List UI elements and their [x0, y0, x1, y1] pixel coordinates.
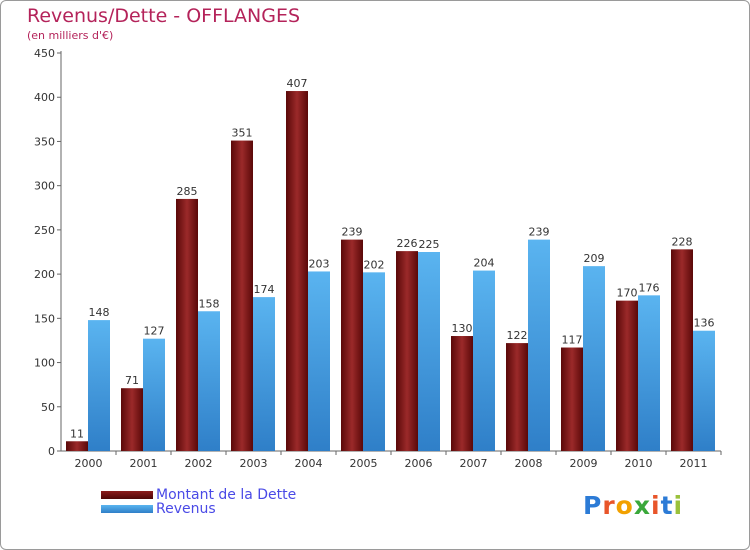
data-label-debt: 122 [507, 329, 528, 342]
bar-revenus [528, 239, 550, 451]
axis-layer: 0 50 100 150 200 250 300 350 400 450 2000 2001 2002 2… [34, 47, 722, 470]
data-label-debt: 285 [177, 185, 198, 198]
bar-debt [671, 249, 693, 451]
bar-revenus [583, 266, 605, 451]
bar-revenus [88, 320, 110, 451]
y-tick-label: 150 [34, 312, 55, 325]
bar-debt [121, 388, 143, 451]
bar-revenus [198, 311, 220, 451]
bar-revenus [638, 295, 660, 451]
data-label-revenus: 202 [364, 258, 385, 271]
bar-debt [176, 198, 198, 451]
logo-letter: P [583, 491, 603, 520]
x-tick-label: 2006 [405, 457, 433, 470]
data-label-debt: 228 [672, 235, 693, 248]
y-tick-label: 350 [34, 135, 55, 148]
bars-layer [66, 91, 715, 451]
x-tick-label: 2005 [350, 457, 378, 470]
x-tick-label: 2001 [130, 457, 158, 470]
y-tick-label: 250 [34, 224, 55, 237]
logo-letter: x [633, 491, 651, 520]
x-tick-label: 2008 [515, 457, 543, 470]
legend-label-revenus: Revenus [156, 501, 216, 517]
logo-letter: i [673, 491, 684, 520]
bar-revenus [308, 271, 330, 451]
bar-debt [66, 441, 88, 451]
x-tick-label: 2010 [625, 457, 653, 470]
legend-swatch-debt [101, 491, 153, 499]
bar-debt [231, 140, 253, 451]
y-tick-label: 100 [34, 357, 55, 370]
data-labels-layer: 11 71 285 351 407 239 226 130 122 117 170 228 148 127… [70, 77, 715, 440]
bar-revenus [693, 330, 715, 451]
logo-letter: t [660, 491, 674, 520]
legend-item-debt: Montant de la Dette [101, 487, 296, 503]
bar-debt [341, 239, 363, 451]
x-tick-label: 2000 [75, 457, 103, 470]
x-tick-label: 2009 [570, 457, 598, 470]
data-label-debt: 351 [232, 127, 253, 140]
bar-revenus [253, 297, 275, 451]
x-tick-label: 2002 [185, 457, 213, 470]
data-label-debt: 71 [125, 374, 139, 387]
data-label-revenus: 174 [254, 283, 275, 296]
data-label-revenus: 148 [89, 306, 110, 319]
logo-letter: r [602, 491, 616, 520]
y-tick-label: 400 [34, 91, 55, 104]
logo-letter: o [615, 491, 634, 520]
bar-revenus [418, 252, 440, 451]
data-label-debt: 117 [562, 334, 583, 347]
legend-label-debt: Montant de la Dette [156, 487, 297, 503]
data-label-revenus: 158 [199, 297, 220, 310]
data-label-debt: 226 [397, 237, 418, 250]
y-tick-label: 50 [41, 401, 55, 414]
y-tick-label: 200 [34, 268, 55, 281]
logo-letter: i [651, 491, 661, 520]
data-label-revenus: 203 [309, 257, 330, 270]
data-label-revenus: 204 [474, 257, 495, 270]
data-label-debt: 170 [617, 287, 638, 300]
data-label-revenus: 209 [584, 252, 605, 265]
data-label-debt: 11 [70, 427, 84, 440]
x-tick-label: 2004 [295, 457, 323, 470]
chart-subtitle: (en milliers d'€) [27, 29, 114, 42]
data-label-debt: 130 [452, 322, 473, 335]
bar-revenus [143, 338, 165, 451]
bar-revenus [363, 272, 385, 451]
legend-item-revenus: Revenus [101, 501, 216, 517]
bar-debt [286, 91, 308, 451]
y-tick-label: 0 [48, 445, 55, 458]
data-label-revenus: 136 [694, 317, 715, 330]
bar-revenus [473, 270, 495, 451]
x-tick-label: 2007 [460, 457, 488, 470]
bar-debt [561, 347, 583, 451]
data-label-debt: 239 [342, 226, 363, 239]
bar-debt [451, 336, 473, 451]
bar-debt [616, 300, 638, 451]
x-tick-label: 2011 [680, 457, 708, 470]
data-label-revenus: 127 [144, 325, 165, 338]
proxiti-logo: Proxiti [583, 491, 683, 520]
data-label-revenus: 239 [529, 226, 550, 239]
legend-swatch-revenus [101, 505, 153, 513]
data-label-revenus: 176 [639, 281, 660, 294]
data-label-revenus: 225 [419, 238, 440, 251]
data-label-debt: 407 [287, 77, 308, 90]
x-tick-label: 2003 [240, 457, 268, 470]
chart-title: Revenus/Dette - OFFLANGES [27, 5, 301, 27]
bar-debt [506, 343, 528, 451]
y-tick-label: 450 [34, 47, 55, 60]
y-tick-label: 300 [34, 180, 55, 193]
bar-debt [396, 251, 418, 451]
